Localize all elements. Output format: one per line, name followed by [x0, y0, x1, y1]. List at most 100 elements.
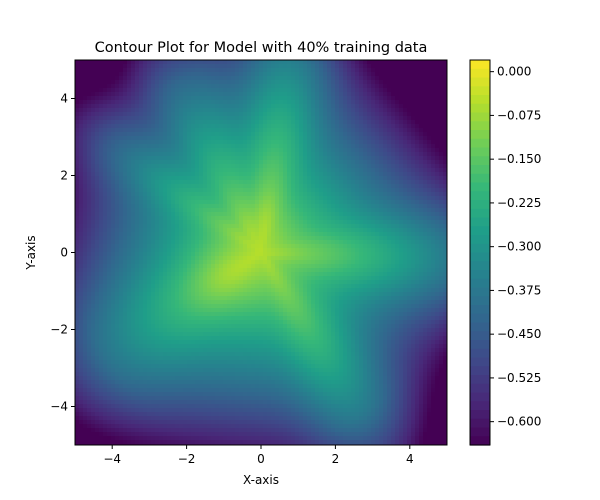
contour-cell [83, 72, 88, 77]
contour-cell [191, 360, 196, 365]
contour-cell [231, 232, 236, 237]
contour-cell [123, 152, 128, 157]
contour-cell [219, 308, 224, 313]
contour-cell [211, 120, 216, 125]
contour-cell [243, 340, 248, 345]
contour-cell [251, 148, 256, 153]
contour-cell [159, 156, 164, 161]
contour-cell [251, 64, 256, 69]
contour-cell [251, 324, 256, 329]
contour-cell [243, 440, 248, 445]
contour-cell [123, 404, 128, 409]
contour-cell [155, 196, 160, 201]
contour-cell [231, 180, 236, 185]
contour-cell [163, 420, 168, 425]
contour-cell [79, 92, 84, 97]
contour-cell [223, 408, 228, 413]
contour-cell [171, 332, 176, 337]
contour-cell [127, 288, 132, 293]
contour-cell [251, 92, 256, 97]
contour-cell [163, 216, 168, 221]
contour-cell [183, 384, 188, 389]
contour-cell [259, 432, 264, 437]
contour-cell [175, 292, 180, 297]
contour-cell [171, 368, 176, 373]
contour-cell [191, 76, 196, 81]
contour-cell [115, 248, 120, 253]
contour-cell [167, 424, 172, 429]
contour-cell [91, 428, 96, 433]
contour-cell [231, 332, 236, 337]
contour-cell [87, 300, 92, 305]
contour-cell [151, 344, 156, 349]
contour-cell [271, 200, 276, 205]
contour-cell [119, 268, 124, 273]
contour-cell [271, 192, 276, 197]
contour-cell [211, 276, 216, 281]
contour-cell [127, 408, 132, 413]
contour-cell [83, 168, 88, 173]
contour-cell [247, 208, 252, 213]
contour-cell [199, 140, 204, 145]
contour-cell [139, 268, 144, 273]
contour-cell [243, 400, 248, 405]
contour-cell [227, 64, 232, 69]
contour-cell [99, 172, 104, 177]
contour-cell [143, 252, 148, 257]
contour-cell [275, 112, 280, 117]
contour-cell [123, 244, 128, 249]
contour-cell [207, 88, 212, 93]
contour-cell [83, 104, 88, 109]
contour-cell [239, 80, 244, 85]
contour-cell [163, 220, 168, 225]
contour-cell [147, 184, 152, 189]
contour-cell [91, 324, 96, 329]
contour-cell [259, 400, 264, 405]
contour-cell [179, 112, 184, 117]
contour-cell [187, 188, 192, 193]
contour-cell [215, 284, 220, 289]
contour-cell [271, 132, 276, 137]
contour-cell [255, 312, 260, 317]
contour-cell [271, 340, 276, 345]
contour-cell [255, 348, 260, 353]
contour-cell [119, 108, 124, 113]
contour-cell [131, 108, 136, 113]
contour-cell [131, 120, 136, 125]
contour-cell [75, 392, 80, 397]
contour-cell [255, 92, 260, 97]
contour-cell [83, 132, 88, 137]
contour-cell [175, 424, 180, 429]
contour-cell [111, 296, 116, 301]
contour-cell [271, 284, 276, 289]
contour-cell [231, 272, 236, 277]
contour-cell [123, 72, 128, 77]
contour-cell [131, 248, 136, 253]
contour-cell [171, 108, 176, 113]
contour-cell [99, 184, 104, 189]
contour-cell [199, 212, 204, 217]
contour-cell [219, 364, 224, 369]
contour-cell [215, 432, 220, 437]
contour-cell [235, 440, 240, 445]
contour-cell [147, 216, 152, 221]
contour-cell [267, 212, 272, 217]
contour-cell [243, 316, 248, 321]
contour-cell [75, 440, 80, 445]
contour-cell [87, 404, 92, 409]
contour-cell [195, 316, 200, 321]
contour-cell [223, 168, 228, 173]
contour-cell [91, 188, 96, 193]
contour-cell [83, 376, 88, 381]
contour-cell [255, 240, 260, 245]
contour-cell [131, 404, 136, 409]
contour-cell [191, 88, 196, 93]
contour-cell [235, 364, 240, 369]
contour-cell [95, 144, 100, 149]
contour-cell [75, 316, 80, 321]
contour-cell [251, 332, 256, 337]
contour-cell [111, 172, 116, 177]
contour-cell [111, 60, 116, 65]
contour-cell [187, 148, 192, 153]
contour-cell [119, 220, 124, 225]
